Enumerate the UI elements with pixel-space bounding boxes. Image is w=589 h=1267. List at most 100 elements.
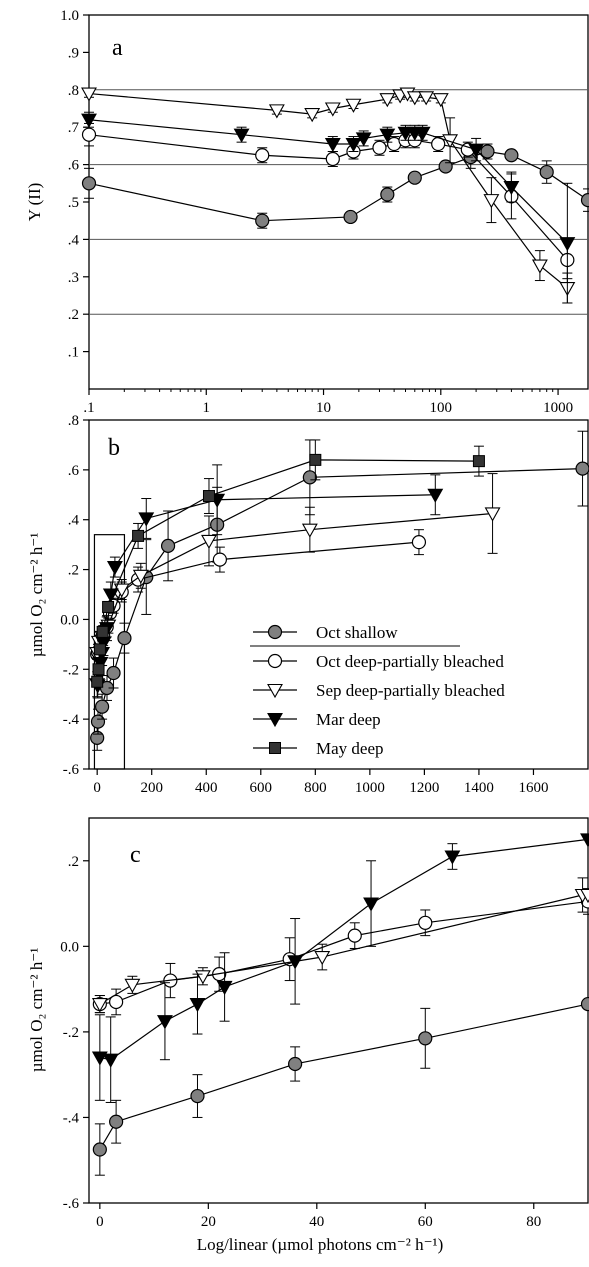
- panel-b-xtick-label-1: 200: [140, 780, 163, 796]
- panel-b-series-4: [91, 439, 485, 688]
- panel-a-series-3-point-5: [379, 128, 396, 143]
- panel-b-series-3-point-10: [427, 488, 444, 503]
- panel-a-ticks: .1 1 10 100 1000 .1 .2 .3 .4 .5 .6 .7 .8 .9 1.0: [60, 8, 573, 416]
- panel-b-series-4-point-8: [472, 455, 485, 468]
- panel-a-series-0-point-9: [539, 164, 554, 180]
- panel-b-series-0-point-5: [117, 631, 132, 646]
- legend-label-2: Sep deep-partially bleached: [316, 681, 505, 700]
- panel-a-ytick-label-6: .7: [68, 120, 80, 136]
- panel-c-series-2-point-1: [124, 978, 141, 993]
- legend-marker-2: [267, 683, 283, 699]
- legend-marker-1: [267, 653, 283, 669]
- panel-a-ytick-label-2: .3: [68, 270, 79, 286]
- panel-c-series-1-point-6: [418, 915, 433, 930]
- panel-a-ytick-label-9: 1.0: [60, 8, 79, 24]
- panel-a-xtick-label-1: 1: [203, 400, 211, 416]
- panel-c-series: [91, 833, 589, 1176]
- panel-a-series-0-point-0: [81, 176, 97, 191]
- panel-c: c µmol O₂ cm⁻² h⁻¹ 0 20 40 60 80 -.6 -.4 -.2 0.0…: [27, 817, 589, 1230]
- panel-c-ytick-label-1: -.4: [63, 1110, 80, 1126]
- panel-b-series-2-point-7: [301, 523, 318, 538]
- panel-a-ytick-label-5: .6: [68, 158, 80, 174]
- panel-c-series-1-point-1: [109, 994, 124, 1010]
- panel-a-ytick-label-0: .1: [68, 345, 79, 361]
- panel-a-series-0-point-4: [407, 170, 422, 185]
- panel-b-series-4-point-6: [202, 490, 215, 503]
- panel-a-gridlines: [89, 89, 588, 315]
- panel-b-series-0-point-2: [94, 699, 110, 714]
- legend-marker-4: [269, 742, 281, 754]
- panel-b-ylabel: µmol O₂ cm⁻² h⁻¹: [27, 533, 46, 658]
- panel-c-series-0-point-0: [92, 1142, 107, 1157]
- panel-b-series-4-point-3: [96, 625, 109, 638]
- panel-a: a Y (II) .1 1 10 100 1000 .1 .2 .3 .4 .5 .6 .7 .8 .9 1…: [25, 8, 589, 416]
- x-axis-title: Log/linear (µmol photons cm⁻² h⁻¹): [197, 1235, 444, 1254]
- legend-label-4: May deep: [316, 739, 384, 758]
- panel-a-xtick-label-4: 1000: [543, 400, 573, 416]
- legend-marker-3: [267, 712, 283, 728]
- panel-c-ytick-label-3: 0.0: [60, 939, 79, 955]
- panel-c-ylabel: µmol O₂ cm⁻² h⁻¹: [27, 948, 46, 1073]
- panel-a-series-1-point-1: [255, 148, 270, 163]
- panel-a-series-2-point-10: [432, 93, 449, 108]
- panel-a-series-0-point-8: [504, 148, 519, 163]
- panel-a-series-1-point-2: [325, 151, 340, 167]
- panel-c-ytick-label-0: -.6: [63, 1196, 80, 1212]
- panel-a-ytick-label-7: .8: [68, 83, 79, 99]
- panel-a-letter: a: [112, 35, 123, 61]
- legend-label-3: Mar deep: [316, 710, 381, 729]
- panel-b-series-2-point-4: [113, 583, 130, 598]
- panel-c-series-0-point-4: [418, 1031, 433, 1046]
- panel-c-series-2-point-5: [580, 888, 589, 904]
- panel-c-series-3-point-8: [580, 833, 589, 848]
- panel-c-series-1-line: [99, 900, 589, 1005]
- panel-b-series-0-point-4: [106, 665, 121, 681]
- panel-a-ytick-label-8: .9: [68, 45, 79, 61]
- panel-a-ytick-label-1: .2: [68, 307, 79, 323]
- panel-a-series-2-line: [88, 92, 568, 289]
- panel-b-ytick-label-4: .2: [68, 563, 79, 579]
- panel-a-xtick-label-2: 10: [316, 400, 331, 416]
- panel-a-series-3-point-0: [81, 113, 97, 128]
- panel-b-series-3-point-7: [106, 561, 123, 576]
- panel-b-series-2-point-5: [132, 569, 149, 584]
- panel-b-series-4-point-0: [91, 675, 104, 688]
- panel-b-ytick-label-2: -.2: [63, 662, 79, 678]
- panel-c-series-0-point-3: [288, 1056, 303, 1072]
- panel-b-series-0-point-0: [90, 730, 105, 745]
- panel-a-series-0-point-10: [580, 193, 589, 208]
- panel-c-series-2-point-3: [314, 950, 331, 966]
- panel-a-series-2-point-8: [406, 91, 423, 106]
- panel-c-series-2: [91, 877, 589, 1014]
- panel-a-xtick-label-0: .1: [83, 400, 94, 416]
- panel-a-series-2-point-1: [268, 104, 285, 119]
- panel-a-series: [81, 87, 589, 304]
- panel-c-ticks: 0 20 40 60 80 -.6 -.4 -.2 0.0 .2: [60, 854, 541, 1230]
- panel-a-series-3-point-8: [414, 126, 431, 141]
- panel-b-ytick-label-7: .8: [68, 413, 79, 429]
- panel-a-series-0-point-2: [343, 209, 358, 225]
- panel-b-xtick-label-8: 1600: [518, 780, 548, 796]
- legend-label-0: Oct shallow: [316, 623, 398, 642]
- panel-b-ytick-label-3: 0.0: [60, 612, 79, 628]
- panel-b-legend: Oct shallow Oct deep-partially bleached Se…: [250, 623, 505, 758]
- panel-c-series-0: [92, 996, 589, 1176]
- panel-c-series-3-point-2: [156, 1015, 173, 1030]
- panel-c-series-0-point-1: [109, 1114, 124, 1129]
- panel-b-ytick-label-1: -.4: [63, 712, 80, 728]
- panel-b-series-3-point-8: [138, 512, 155, 527]
- panel-b-series-4-point-7: [309, 453, 322, 466]
- panel-b-ytick-label-0: -.6: [63, 762, 80, 778]
- panel-c-xtick-label-0: 0: [96, 1214, 104, 1230]
- panel-c-series-2-point-0: [91, 998, 108, 1013]
- panel-b: b µmol O₂ cm⁻² h⁻¹ 0 200 400 600 800 1000 1200…: [27, 413, 589, 796]
- panel-b-series-0-point-1: [90, 714, 106, 729]
- panel-b-ytick-label-5: .4: [68, 513, 80, 529]
- panel-a-series-1-point-4: [372, 140, 387, 155]
- panel-a-series-2-point-3: [324, 102, 341, 117]
- panel-c-series-1: [92, 888, 589, 1016]
- panel-c-series-3: [91, 833, 589, 1103]
- panel-b-series-4-point-2: [93, 643, 106, 656]
- panel-a-series-2-point-12: [483, 194, 500, 209]
- panel-a-series-3-point-1: [233, 128, 250, 143]
